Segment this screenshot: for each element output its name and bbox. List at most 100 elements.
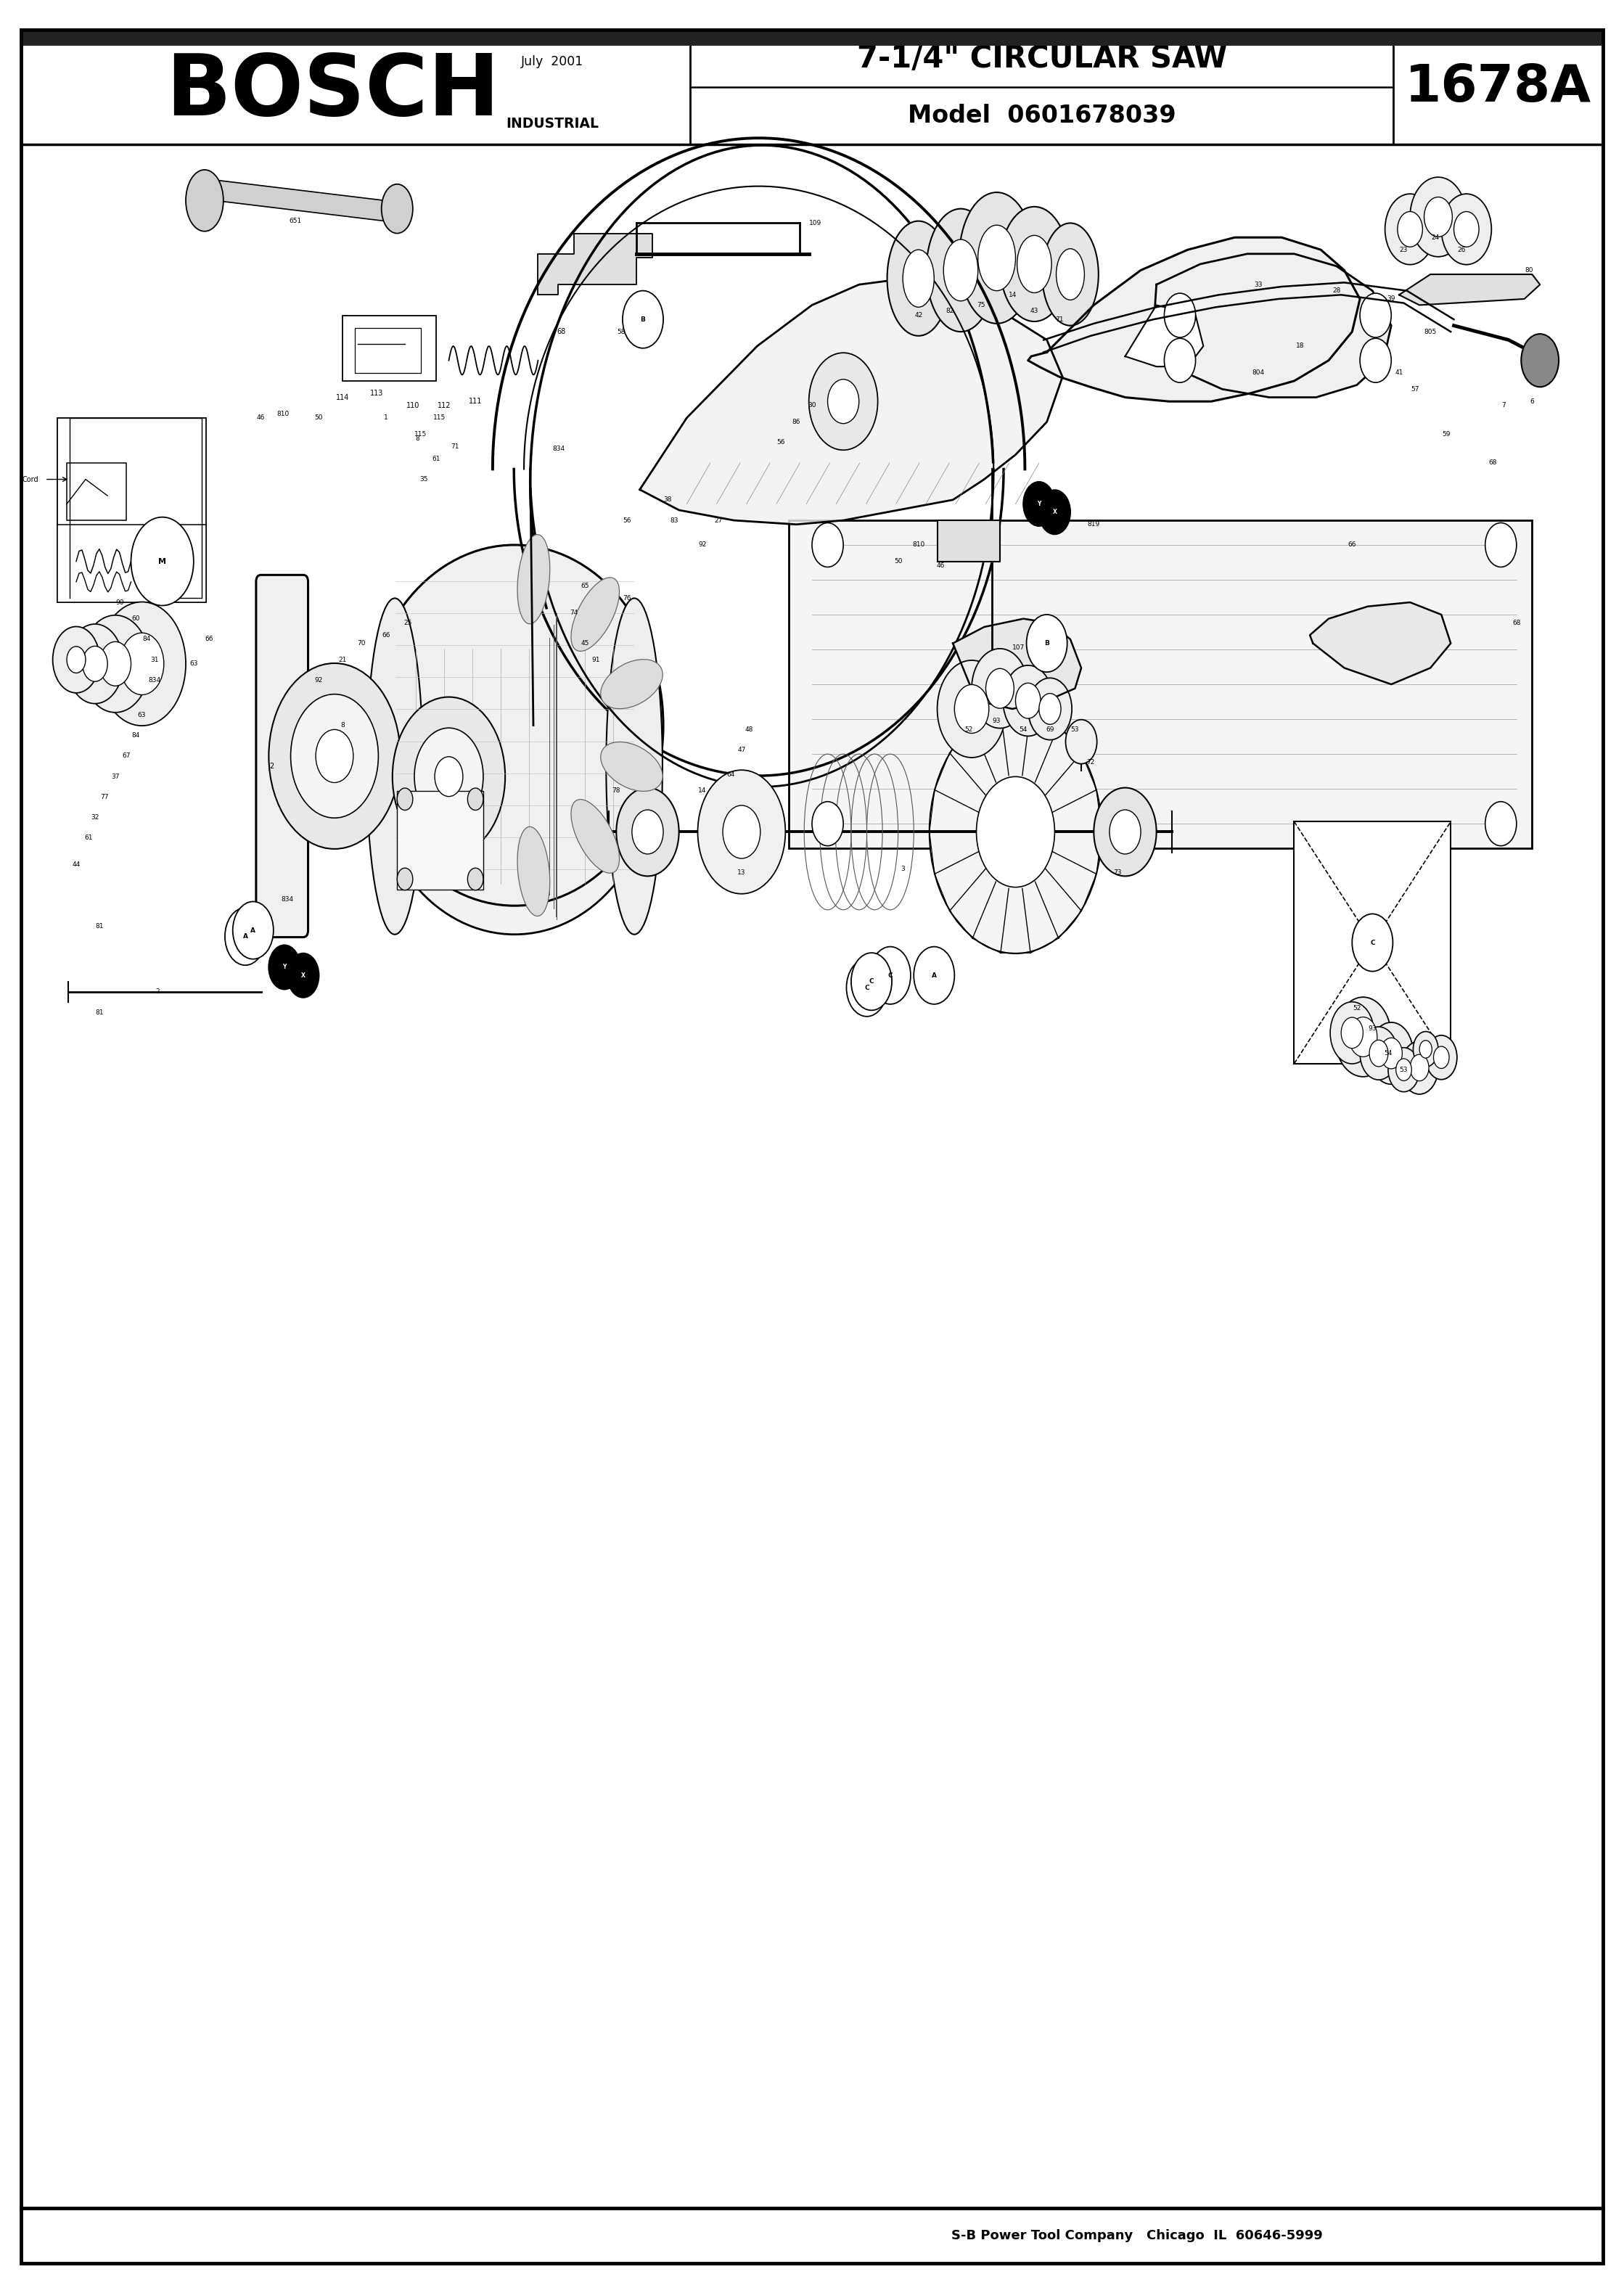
Circle shape <box>291 695 378 819</box>
Circle shape <box>1486 803 1517 846</box>
Polygon shape <box>953 619 1082 709</box>
Circle shape <box>1004 665 1052 736</box>
Text: 63: 63 <box>190 660 198 667</box>
Ellipse shape <box>365 546 663 906</box>
Circle shape <box>723 805 760 858</box>
Text: 54: 54 <box>1384 1050 1392 1057</box>
Circle shape <box>1442 195 1491 264</box>
Text: 24: 24 <box>1431 234 1439 241</box>
Circle shape <box>1419 1041 1432 1057</box>
Text: Cord: Cord <box>23 475 39 484</box>
Polygon shape <box>640 277 1062 525</box>
Circle shape <box>1398 211 1423 248</box>
Circle shape <box>1385 195 1436 264</box>
Text: 46: 46 <box>257 415 265 422</box>
Ellipse shape <box>185 170 224 232</box>
Text: 71: 71 <box>1056 316 1064 323</box>
Bar <box>789 521 1531 848</box>
Text: 45: 45 <box>581 640 590 647</box>
Circle shape <box>615 789 679 876</box>
Text: 109: 109 <box>809 220 822 227</box>
Text: 30: 30 <box>807 401 817 408</box>
Text: 43: 43 <box>1030 307 1038 314</box>
Circle shape <box>1426 1036 1457 1080</box>
Text: 77: 77 <box>101 793 109 800</box>
Text: 27: 27 <box>715 516 723 523</box>
Text: 93: 93 <box>1369 1025 1377 1032</box>
Polygon shape <box>1028 238 1359 401</box>
Circle shape <box>52 626 99 692</box>
Text: S-B Power Tool Company   Chicago  IL  60646-5999: S-B Power Tool Company Chicago IL 60646-… <box>952 2229 1322 2243</box>
Text: 834: 834 <box>148 676 161 683</box>
Circle shape <box>224 908 266 965</box>
Text: 114: 114 <box>336 394 349 401</box>
Circle shape <box>414 727 484 825</box>
Text: 48: 48 <box>745 727 754 734</box>
Text: 81: 81 <box>96 924 104 929</box>
Text: 56: 56 <box>624 516 632 523</box>
Circle shape <box>1109 809 1140 853</box>
Circle shape <box>1039 491 1070 534</box>
Circle shape <box>435 757 463 796</box>
Circle shape <box>1353 915 1393 972</box>
Text: 50: 50 <box>315 415 323 422</box>
Text: 71: 71 <box>451 443 460 449</box>
Text: 66: 66 <box>205 635 213 642</box>
Text: B: B <box>1044 640 1049 647</box>
Text: 110: 110 <box>406 401 419 408</box>
Text: 82: 82 <box>945 307 953 314</box>
Text: 53: 53 <box>1070 727 1080 734</box>
Text: X: X <box>1052 509 1057 516</box>
Circle shape <box>1039 692 1060 725</box>
Text: Model  0601678039: Model 0601678039 <box>908 103 1176 128</box>
Bar <box>67 463 127 521</box>
Text: 7-1/4" CIRCULAR SAW: 7-1/4" CIRCULAR SAW <box>857 44 1226 73</box>
Text: Y: Y <box>283 963 286 970</box>
Text: 810: 810 <box>276 410 289 417</box>
Circle shape <box>1369 1041 1389 1066</box>
Text: 65: 65 <box>581 582 590 589</box>
Text: 23: 23 <box>1400 245 1408 252</box>
Circle shape <box>1335 997 1392 1078</box>
Text: 67: 67 <box>122 752 130 759</box>
Circle shape <box>812 523 843 566</box>
Text: 3: 3 <box>901 864 905 871</box>
Circle shape <box>1359 339 1392 383</box>
Text: 35: 35 <box>419 477 427 482</box>
Text: 651: 651 <box>289 218 302 225</box>
Text: 80: 80 <box>1525 266 1533 273</box>
Bar <box>57 417 206 603</box>
Text: 13: 13 <box>737 869 745 876</box>
Ellipse shape <box>367 598 422 936</box>
Circle shape <box>1065 720 1096 764</box>
Text: 115: 115 <box>414 431 427 438</box>
Text: 14: 14 <box>1009 291 1017 298</box>
Ellipse shape <box>887 220 950 335</box>
Circle shape <box>971 649 1028 729</box>
Text: 57: 57 <box>1411 385 1419 392</box>
Text: 74: 74 <box>570 610 578 617</box>
Circle shape <box>81 615 149 713</box>
Text: 92: 92 <box>315 676 323 683</box>
Text: A: A <box>242 933 248 940</box>
Text: 810: 810 <box>913 541 924 548</box>
Circle shape <box>622 291 663 349</box>
Text: 805: 805 <box>1424 328 1437 335</box>
Text: INDUSTRIAL: INDUSTRIAL <box>505 117 599 131</box>
Circle shape <box>851 954 892 1011</box>
Circle shape <box>398 869 412 890</box>
Circle shape <box>268 663 400 848</box>
Text: C: C <box>869 979 874 984</box>
Ellipse shape <box>572 800 619 874</box>
Circle shape <box>1389 1048 1419 1091</box>
Text: 73: 73 <box>1112 869 1122 876</box>
Text: Y: Y <box>1038 500 1041 507</box>
Ellipse shape <box>926 209 996 332</box>
Text: 38: 38 <box>664 498 672 502</box>
Circle shape <box>1026 615 1067 672</box>
Text: C: C <box>864 984 869 991</box>
Ellipse shape <box>601 743 663 791</box>
Polygon shape <box>1311 603 1450 683</box>
Text: 66: 66 <box>382 633 390 637</box>
Circle shape <box>632 809 663 853</box>
